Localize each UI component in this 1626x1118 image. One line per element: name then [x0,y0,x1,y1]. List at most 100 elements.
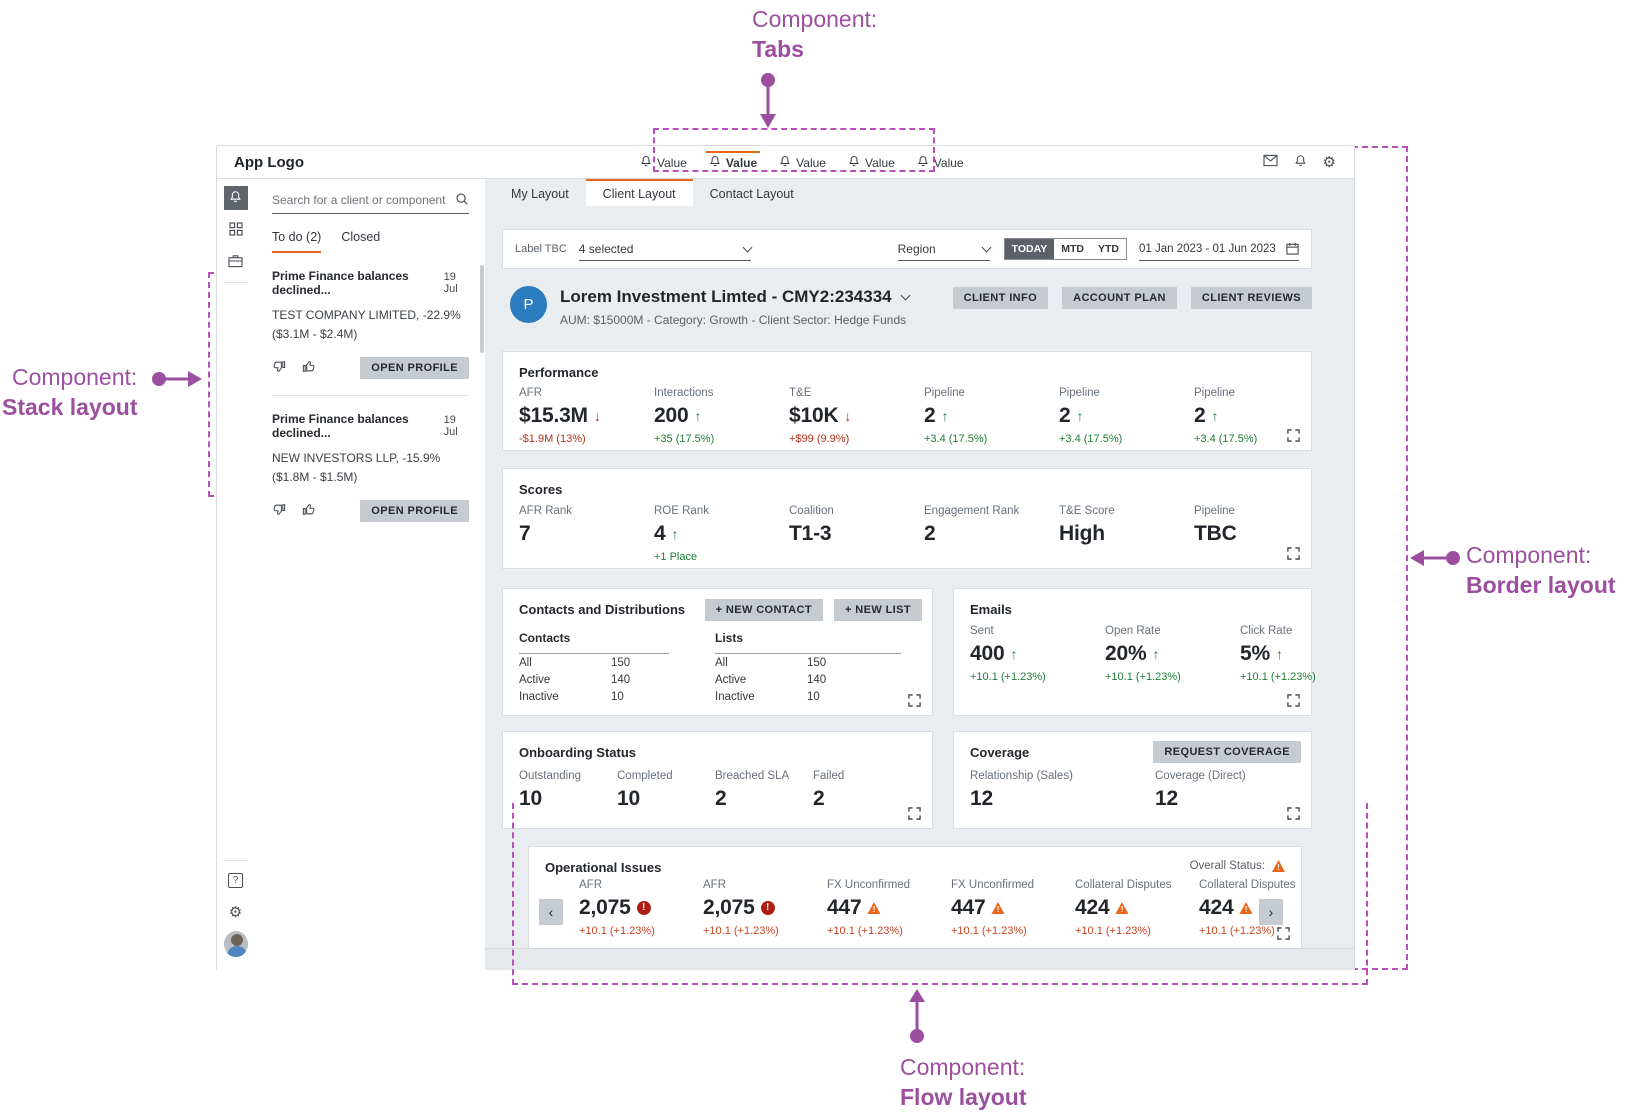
client-reviews-button[interactable]: CLIENT REVIEWS [1190,287,1312,309]
feedback-icons [272,359,316,377]
header-tab-value-3[interactable]: Value [768,146,837,179]
filter-bar: Label TBC 4 selected Region TODAY MTD YT… [502,229,1312,269]
expand-icon[interactable] [1287,807,1300,820]
client-name[interactable]: Lorem Investment Limted - CMY2:234334 [560,287,911,307]
metric-afr-issues: AFR 2,075 +10.1 (+1.23%) [579,879,703,937]
card-title: Operational Issues [545,860,662,875]
expand-icon[interactable] [1277,927,1290,940]
bell-icon [229,190,242,207]
new-contact-button[interactable]: + NEW CONTACT [704,599,823,621]
thumbs-down-icon[interactable] [272,502,287,520]
rail-portfolio-item[interactable] [224,250,248,274]
open-profile-button[interactable]: OPEN PROFILE [360,500,469,523]
arrow-down-icon: ↓ [844,408,852,424]
grid-icon [228,221,243,239]
list-item: Inactive 10 [519,691,624,703]
range-today-button[interactable]: TODAY [1004,239,1055,259]
search-input[interactable] [272,193,455,207]
thumbs-up-icon[interactable] [301,359,316,377]
chevron-down-icon [981,242,992,253]
sidebar-tabs: To do (2) Closed [272,230,469,253]
header-tab-bar: Value Value Value Value Value [629,146,975,179]
card-divider [272,395,469,397]
rail-apps-item[interactable] [224,218,248,242]
metric-fx-unconfirmed: FX Unconfirmed 447 +10.1 (+1.23%) [827,879,951,937]
bell-icon[interactable] [1294,154,1307,171]
rail-help-item[interactable]: ? [224,868,248,892]
list-item: All 150 [715,657,827,669]
header-tab-value-4[interactable]: Value [837,146,906,179]
expand-icon[interactable] [1287,429,1300,442]
carousel-right-button[interactable]: › [1259,899,1283,925]
metric-engagement-rank: Engagement Rank 2 [924,505,1020,545]
expand-icon[interactable] [1287,694,1300,707]
range-mtd-button[interactable]: MTD [1061,243,1084,255]
open-profile-button[interactable]: OPEN PROFILE [360,357,469,380]
notification-body: NEW INVESTORS LLP, -15.9% ($1.8M - $1.5M… [272,451,441,484]
rail-settings-item[interactable]: ⚙ [224,900,248,924]
metric-pipeline-score: Pipeline TBC [1194,505,1237,545]
carousel-left-button[interactable]: ‹ [539,899,563,925]
metric-collateral-disputes: Collateral Disputes 424 +10.1 (+1.23%) [1075,879,1199,937]
thumbs-down-icon[interactable] [272,359,287,377]
expand-icon[interactable] [1287,547,1300,560]
metric-pipeline: Pipeline 2 ↑ +3.4 (17.5%) [1059,387,1123,445]
expand-icon[interactable] [908,807,921,820]
metric-pipeline: Pipeline 2 ↑ +3.4 (17.5%) [1194,387,1258,445]
overall-status: Overall Status: [1190,860,1285,872]
header-tab-value-1[interactable]: Value [629,146,698,179]
metric-relationship-sales: Relationship (Sales) 12 [970,770,1073,810]
expand-icon[interactable] [908,694,921,707]
header-tab-value-5[interactable]: Value [906,146,975,179]
metric-open-rate: Open Rate 20% ↑ +10.1 (+1.23%) [1105,625,1181,683]
client-meta: AUM: $15000M - Category: Growth - Client… [560,313,907,327]
metric-coverage-direct: Coverage (Direct) 12 [1155,770,1246,810]
date-range-toggle: TODAY MTD YTD [1003,238,1127,260]
region-select[interactable]: Region [897,237,992,261]
request-coverage-button[interactable]: REQUEST COVERAGE [1153,741,1301,763]
label-select[interactable]: 4 selected [578,237,753,261]
annotation-flow-label: Flow layout [900,1084,1027,1110]
thumbs-up-icon[interactable] [301,502,316,520]
operational-issues-card: Operational Issues Overall Status: ‹ › A… [528,846,1302,949]
border-arrow [1410,550,1460,566]
tab-client-layout[interactable]: Client Layout [585,179,693,206]
bell-icon [779,155,791,171]
sidebar-scrollbar[interactable] [480,265,484,353]
calendar-icon [1286,242,1299,255]
window-footer [485,948,1354,970]
contacts-group: Contacts All 150 Active 140 Inactive 10 [519,631,669,705]
mail-icon[interactable] [1262,154,1278,170]
bell-icon [709,155,721,171]
icon-rail: ? ⚙ [217,179,254,970]
date-range-field[interactable]: 01 Jan 2023 - 01 Jun 2023 [1139,237,1299,261]
tabs-arrow [760,73,776,128]
notification-title: Prime Finance balances declined... [272,412,409,441]
header-tab-value-2[interactable]: Value [698,146,768,179]
range-ytd-button[interactable]: YTD [1098,243,1119,255]
notification-card: Prime Finance balances declined... 19 Ju… [272,412,469,523]
rail-profile-item[interactable] [223,931,248,957]
tab-todo[interactable]: To do (2) [272,230,322,253]
rail-notifications-item[interactable] [223,186,248,210]
client-info-button[interactable]: CLIENT INFO [952,287,1049,309]
main-area: My Layout Client Layout Contact Layout L… [485,179,1354,970]
arrow-up-icon: ↑ [1211,408,1219,424]
notification-date: 19 Jul [443,271,458,295]
tab-my-layout[interactable]: My Layout [511,186,569,201]
bell-icon [640,155,652,171]
app-window: App Logo Value Value Value Value [216,145,1355,970]
new-list-button[interactable]: + NEW LIST [833,599,922,621]
notification-date: 19 Jul [443,414,458,439]
chevron-down-icon [900,290,911,300]
tab-closed[interactable]: Closed [341,230,381,244]
account-plan-button[interactable]: ACCOUNT PLAN [1062,287,1177,309]
tab-contact-layout[interactable]: Contact Layout [709,186,794,201]
tabs-outline [653,128,935,172]
gear-icon[interactable]: ⚙ [1322,154,1336,171]
search-icon[interactable] [455,192,469,209]
performance-card: Performance AFR $15.3M ↓ -$1.9M (13%) Int… [502,351,1312,451]
list-item: Inactive 10 [715,691,820,703]
warning-icon [867,902,880,914]
